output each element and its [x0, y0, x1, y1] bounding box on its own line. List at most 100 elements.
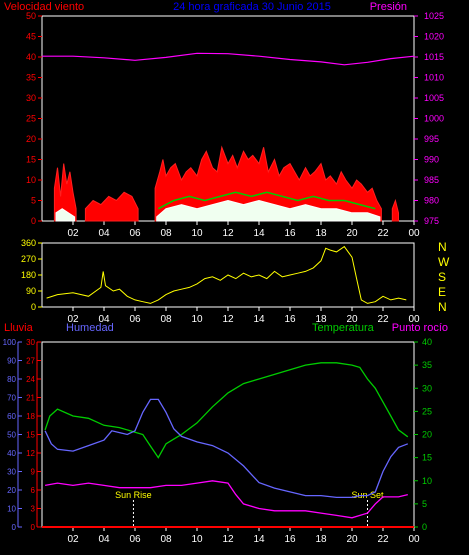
temperature-tick-label: 25 [422, 406, 432, 416]
y-tick-label-direction: 90 [26, 286, 36, 296]
temp-x-tick-label: 12 [222, 534, 234, 545]
wind-speed-area [156, 199, 381, 222]
y-tick-label-left: 15 [26, 155, 36, 165]
y-tick-label-right: 990 [424, 155, 439, 165]
rain-tick-label: 24 [26, 375, 35, 384]
chart-title: 24 hora graficada 30 Junio 2015 [173, 1, 331, 13]
wind-speed-area [55, 208, 76, 222]
temp-x-tick-label: 18 [315, 534, 327, 545]
temperature-tick-label: 0 [422, 522, 427, 532]
wind-x-tick-label: 12 [222, 228, 234, 239]
wind-x-tick-label: 20 [346, 228, 358, 239]
direction-x-tick-label: 14 [253, 314, 265, 325]
y-tick-label-direction: 270 [21, 254, 36, 264]
rain-tick-label: 0 [31, 523, 36, 532]
temp-x-tick-label: 02 [67, 534, 79, 545]
temp-x-tick-label: 00 [408, 534, 420, 545]
temperature-tick-label: 10 [422, 476, 432, 486]
y-tick-label-right: 975 [424, 216, 439, 226]
compass-label: W [438, 255, 450, 269]
y-tick-label-left: 50 [26, 11, 36, 21]
temp-x-tick-label: 08 [160, 534, 172, 545]
direction-x-tick-label: 10 [191, 314, 203, 325]
direction-x-tick-label: 16 [284, 314, 296, 325]
direction-x-tick-label: 06 [129, 314, 141, 325]
y-tick-label-right: 1015 [424, 52, 444, 62]
rain-tick-label: 27 [26, 357, 35, 366]
compass-label: N [438, 240, 447, 254]
wind-x-tick-label: 00 [408, 228, 420, 239]
wind-x-tick-label: 08 [160, 228, 172, 239]
temperature-tick-label: 35 [422, 360, 432, 370]
temperature-label: Temperatura [312, 322, 375, 334]
sun-marker-label: Sun Rise [115, 490, 152, 500]
y-tick-label-right: 1010 [424, 73, 444, 83]
wind-gust-area [84, 191, 139, 222]
direction-x-tick-label: 02 [67, 314, 79, 325]
rain-tick-label: 9 [31, 468, 36, 477]
humidity-tick-label: 10 [7, 505, 16, 514]
temp-x-tick-label: 06 [129, 534, 141, 545]
rain-tick-label: 6 [31, 486, 36, 495]
temp-x-tick-label: 16 [284, 534, 296, 545]
wind-direction-line [46, 245, 407, 304]
right-axis-title: Presión [370, 1, 407, 13]
humidity-tick-label: 0 [12, 523, 17, 532]
direction-x-tick-label: 04 [98, 314, 110, 325]
humidity-tick-label: 60 [7, 412, 16, 421]
y-tick-label-left: 5 [31, 196, 36, 206]
y-tick-label-left: 25 [26, 114, 36, 124]
y-tick-label-left: 20 [26, 134, 36, 144]
direction-x-tick-label: 22 [377, 314, 389, 325]
temperature-humidity-panel: Lluvia Humedad Temperatura Punto rocío 0 10 20… [3, 322, 448, 545]
rain-tick-label: 15 [26, 431, 35, 440]
wind-x-tick-label: 02 [67, 228, 79, 239]
dew-point-label: Punto rocío [392, 322, 448, 334]
compass-label: E [438, 285, 446, 299]
direction-x-tick-label: 00 [408, 314, 420, 325]
direction-x-tick-label: 18 [315, 314, 327, 325]
wind-x-tick-label: 22 [377, 228, 389, 239]
rain-tick-label: 18 [26, 412, 35, 421]
wind-x-tick-label: 18 [315, 228, 327, 239]
temp-x-tick-label: 22 [377, 534, 389, 545]
y-tick-label-right: 1025 [424, 11, 444, 21]
y-tick-label-right: 985 [424, 175, 439, 185]
y-tick-label-direction: 360 [21, 238, 36, 248]
y-tick-label-direction: 180 [21, 270, 36, 280]
y-tick-label-right: 980 [424, 196, 439, 206]
wind-gust-area [154, 145, 382, 222]
wind-pressure-panel: Velocidad viento 24 hora graficada 30 Jun… [4, 1, 444, 239]
temp-x-tick-label: 14 [253, 534, 265, 545]
temp-x-tick-label: 20 [346, 534, 358, 545]
humidity-tick-label: 70 [7, 394, 16, 403]
y-tick-label-left: 0 [31, 216, 36, 226]
y-tick-label-left: 35 [26, 73, 36, 83]
compass-label: N [438, 300, 447, 314]
rain-label: Lluvia [4, 322, 34, 334]
humidity-tick-label: 40 [7, 449, 16, 458]
direction-x-tick-label: 20 [346, 314, 358, 325]
humidity-tick-label: 100 [3, 338, 17, 347]
temperature-tick-label: 30 [422, 383, 432, 393]
wind-x-tick-label: 16 [284, 228, 296, 239]
humidity-line [44, 398, 409, 499]
left-axis-title: Velocidad viento [4, 1, 84, 13]
y-tick-label-right: 995 [424, 134, 439, 144]
wind-x-tick-label: 06 [129, 228, 141, 239]
humidity-tick-label: 50 [7, 431, 16, 440]
humidity-tick-label: 20 [7, 486, 16, 495]
temp-x-tick-label: 04 [98, 534, 110, 545]
wind-gust-area [53, 163, 77, 222]
temperature-tick-label: 15 [422, 453, 432, 463]
y-tick-label-left: 10 [26, 175, 36, 185]
humidity-label: Humedad [66, 322, 114, 334]
y-tick-label-left: 30 [26, 93, 36, 103]
rain-tick-label: 21 [26, 394, 35, 403]
wind-gust-area [391, 198, 399, 222]
rain-tick-label: 30 [26, 338, 35, 347]
wind-x-tick-label: 04 [98, 228, 110, 239]
rain-tick-label: 12 [26, 449, 35, 458]
